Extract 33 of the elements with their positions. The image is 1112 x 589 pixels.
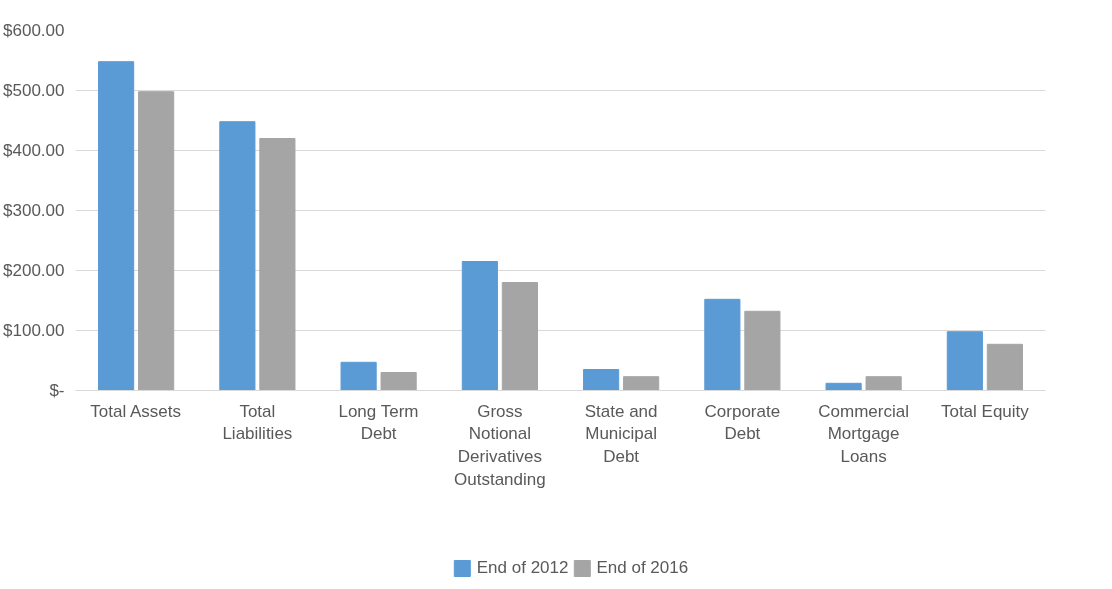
x-tick-label: Total Liabilities <box>222 401 293 444</box>
bar <box>825 382 862 391</box>
y-tick-label: $200.00 <box>3 261 65 280</box>
y-tick-label: $500.00 <box>3 81 65 100</box>
bar <box>744 310 781 391</box>
bar <box>865 376 902 391</box>
bar <box>623 376 660 391</box>
bar <box>219 121 256 391</box>
bar <box>380 372 417 391</box>
bar <box>259 138 296 391</box>
bar <box>583 369 620 391</box>
x-tick-label: Total Assets <box>90 401 182 421</box>
bar <box>138 91 175 391</box>
bar <box>986 343 1023 391</box>
y-tick-label: $300.00 <box>3 201 65 220</box>
bar <box>704 298 741 391</box>
bar <box>340 361 377 391</box>
legend-label: End of 2016 <box>596 557 689 578</box>
bar <box>98 61 135 391</box>
bar <box>461 261 498 391</box>
x-tick-label: Long Term Debt <box>338 401 419 444</box>
y-tick-label: $- <box>49 381 65 400</box>
legend-label: End of 2012 <box>476 557 569 578</box>
x-tick-label: State and Municipal Debt <box>584 401 658 467</box>
y-tick-label: $600.00 <box>3 21 65 40</box>
x-tick-label: Gross Notional Derivatives Outstanding <box>454 401 546 489</box>
bar <box>946 331 983 391</box>
x-tick-label: Commercial Mortgage Loans <box>818 401 909 467</box>
y-tick-label: $400.00 <box>3 141 65 160</box>
x-tick-label: Total Equity <box>940 401 1030 421</box>
x-tick-label: Corporate Debt <box>704 401 781 444</box>
y-tick-label: $100.00 <box>3 321 65 340</box>
bar <box>501 282 538 391</box>
